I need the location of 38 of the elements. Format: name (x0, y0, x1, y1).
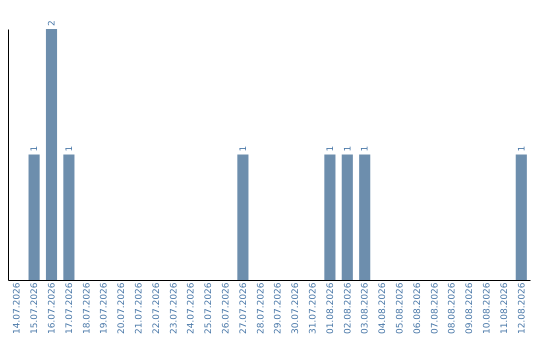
x-tick-label: 23.07.2026 (169, 282, 180, 334)
x-tick-label: 25.07.2026 (204, 282, 214, 334)
data-label: 1 (64, 146, 75, 152)
x-tick-label: 03.08.2026 (360, 282, 371, 334)
x-tick-label: 28.07.2026 (256, 282, 266, 334)
x-tick-label: 20.07.2026 (117, 282, 128, 334)
data-label: 2 (48, 20, 58, 26)
x-tick-label: 01.08.2026 (326, 282, 336, 334)
x-tick-label: 10.08.2026 (482, 282, 492, 334)
x-tick-label: 12.08.2026 (517, 282, 528, 334)
x-tick-label: 05.08.2026 (396, 282, 406, 334)
x-tick-label: 14.07.2026 (12, 282, 23, 334)
data-label: 1 (30, 146, 40, 152)
x-tick-label: 29.07.2026 (274, 282, 284, 334)
x-tick-label: 02.08.2026 (343, 282, 354, 334)
x-tick-label: 26.07.2026 (222, 282, 232, 334)
data-label: 1 (238, 146, 249, 152)
data-label: 1 (517, 146, 528, 152)
data-label: 1 (360, 146, 371, 152)
x-tick-label: 19.07.2026 (100, 282, 110, 334)
x-tick-label: 27.07.2026 (238, 282, 249, 334)
x-tick-label: 06.08.2026 (412, 282, 423, 334)
x-tick-label: 22.07.2026 (152, 282, 162, 334)
x-tick-label: 18.07.2026 (82, 282, 92, 334)
x-tick-label: 04.08.2026 (378, 282, 388, 334)
x-tick-label: 11.08.2026 (500, 282, 510, 334)
x-tick-label: 30.07.2026 (291, 282, 302, 334)
x-tick-label: 17.07.2026 (64, 282, 75, 334)
x-tick-label: 07.08.2026 (430, 282, 440, 334)
x-tick-label: 31.07.2026 (308, 282, 318, 334)
data-label: 1 (326, 146, 336, 152)
x-tick-label: 09.08.2026 (465, 282, 476, 334)
x-tick-label: 21.07.2026 (134, 282, 144, 334)
data-label: 1 (343, 146, 354, 152)
x-tick-label: 16.07.2026 (48, 282, 58, 334)
x-tick-label: 15.07.2026 (30, 282, 40, 334)
x-tick-label: 08.08.2026 (448, 282, 458, 334)
x-tick-label: 24.07.2026 (186, 282, 197, 334)
